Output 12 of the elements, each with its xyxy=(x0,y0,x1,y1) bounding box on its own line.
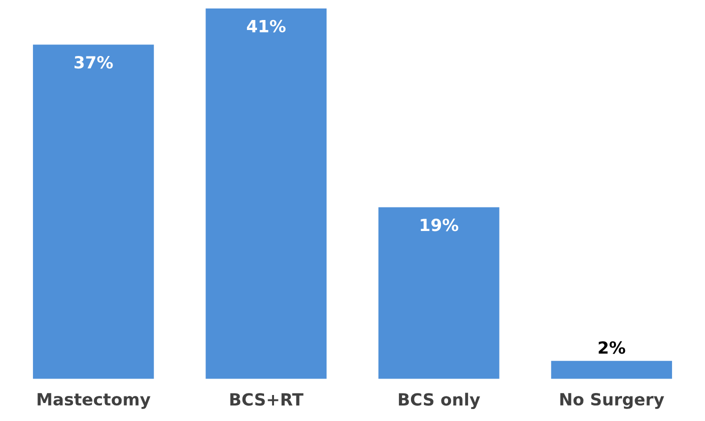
bar xyxy=(206,8,327,379)
data-label: 37% xyxy=(74,56,113,69)
data-label: 19% xyxy=(420,218,458,232)
bar xyxy=(32,44,154,379)
x-tick-label: BCS only xyxy=(398,392,480,410)
x-tick-label: Mastectomy xyxy=(38,393,150,409)
data-label: 41% xyxy=(246,20,286,32)
x-tick-label: BCS+RT xyxy=(230,393,304,406)
x-tick-label: No Surgery xyxy=(560,392,664,409)
bar xyxy=(551,360,672,379)
bar xyxy=(378,207,500,379)
data-label: 2% xyxy=(598,341,626,354)
